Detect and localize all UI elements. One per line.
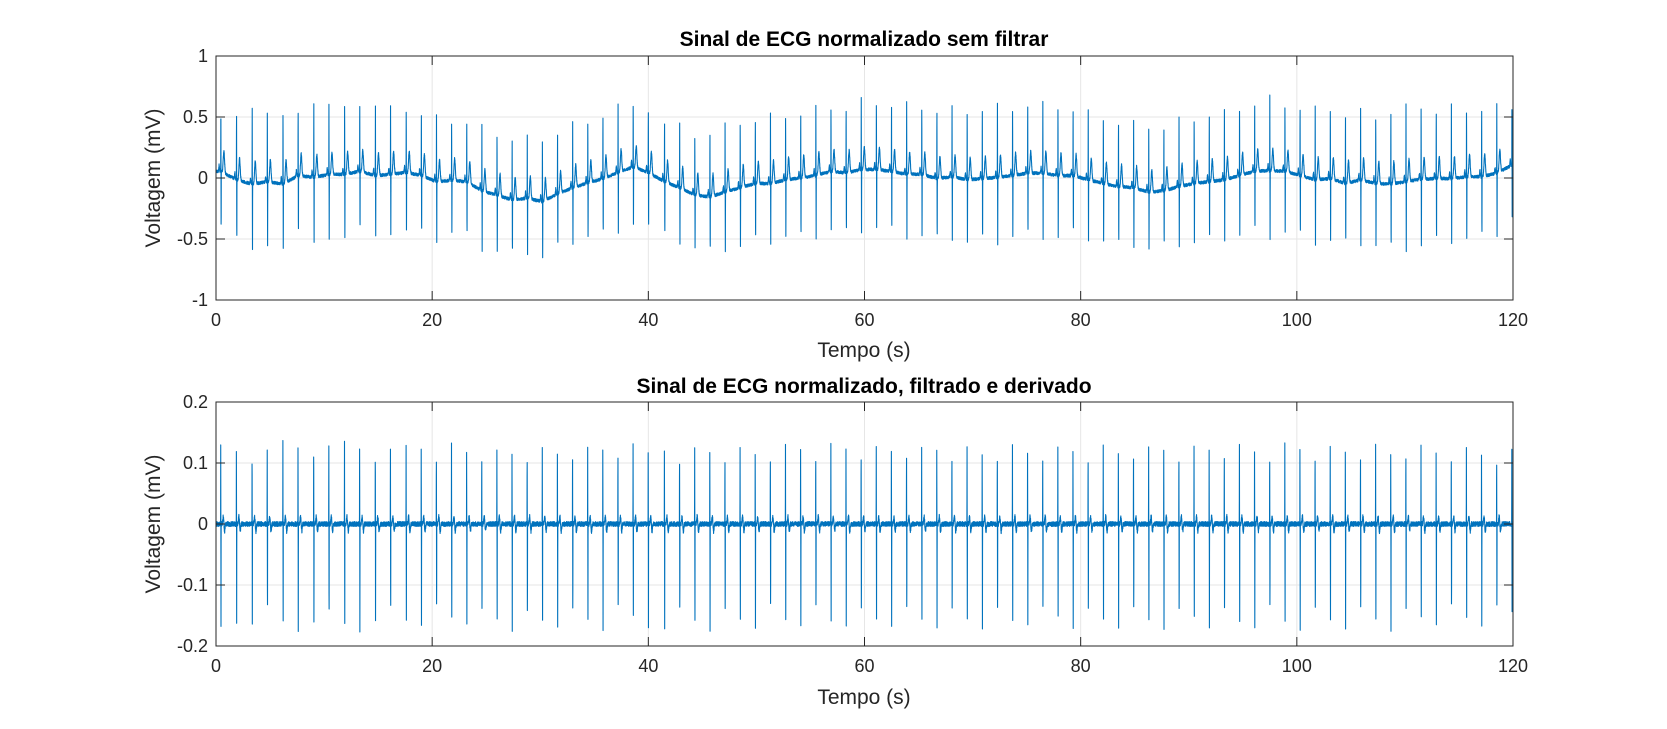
y-axis-label: Voltagem (mV) [142,455,165,594]
ticks: 0 20 40 60 80 100 120 -1 -0.5 0 0.5 1 [177,46,1528,330]
x-axis-label: Tempo (s) [817,339,910,362]
x-tick-label: 40 [638,656,658,676]
x-tick-label: 80 [1071,310,1091,330]
signal-line [215,439,1514,633]
y-tick-label: -0.1 [177,575,208,595]
y-tick-label: 0 [198,168,208,188]
x-tick-label: 120 [1498,310,1528,330]
axes-raw-ecg: 0 20 40 60 80 100 120 -1 -0.5 0 0.5 1 Sinal de ECG … [142,28,1528,362]
plot-data [215,94,1514,259]
chart-title: Sinal de ECG normalizado sem filtrar [680,28,1049,51]
x-tick-label: 0 [211,310,221,330]
y-tick-label: -0.2 [177,636,208,656]
y-axis-label: Voltagem (mV) [142,109,165,248]
x-tick-label: 40 [638,310,658,330]
x-tick-label: 60 [854,656,874,676]
x-tick-label: 20 [422,656,442,676]
chart-title: Sinal de ECG normalizado, filtrado e der… [636,375,1091,398]
signal-line [215,94,1514,259]
x-axis-label: Tempo (s) [817,686,910,709]
ticks: 0 20 40 60 80 100 120 -0.2 -0.1 0 0.1 0.2 [177,392,1528,676]
y-tick-label: 0.5 [183,107,208,127]
x-tick-label: 120 [1498,656,1528,676]
x-tick-label: 60 [854,310,874,330]
plot-data [215,439,1514,633]
y-tick-label: -0.5 [177,229,208,249]
y-tick-label: 0.2 [183,392,208,412]
x-tick-label: 100 [1282,656,1312,676]
x-tick-label: 20 [422,310,442,330]
y-tick-label: -1 [192,290,208,310]
x-tick-label: 80 [1071,656,1091,676]
y-tick-label: 0 [198,514,208,534]
axes-filtered-ecg: 0 20 40 60 80 100 120 -0.2 -0.1 0 0.1 0.2 Sinal de … [142,375,1528,709]
y-tick-label: 0.1 [183,453,208,473]
x-tick-label: 100 [1282,310,1312,330]
y-tick-label: 1 [198,46,208,66]
x-tick-label: 0 [211,656,221,676]
